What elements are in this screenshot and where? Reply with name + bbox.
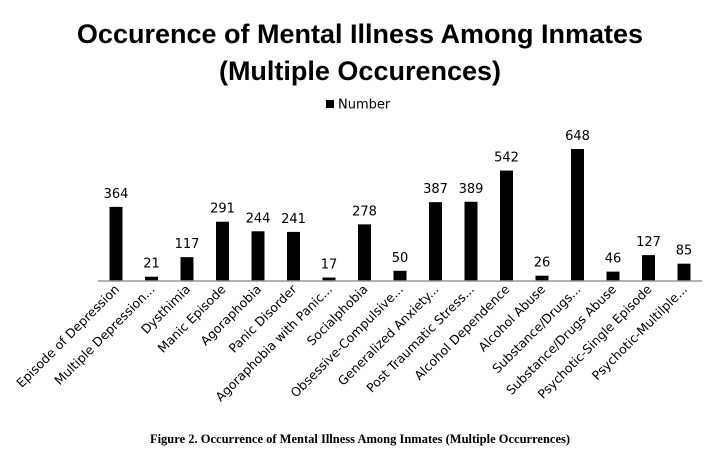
data-label: 387 xyxy=(423,182,448,197)
data-label: 291 xyxy=(210,202,235,217)
bar xyxy=(571,149,584,281)
bar xyxy=(642,255,655,281)
data-label: 241 xyxy=(281,212,306,227)
bar xyxy=(180,257,194,281)
data-label: 85 xyxy=(676,244,693,259)
bar xyxy=(216,221,229,281)
bar xyxy=(606,271,620,281)
data-label: 117 xyxy=(175,237,200,252)
bar xyxy=(145,276,158,281)
chart-title-line-2: (Multiple Occurences) xyxy=(219,56,501,86)
bar xyxy=(500,170,513,281)
bar xyxy=(322,277,336,281)
data-label: 26 xyxy=(534,256,551,271)
bar xyxy=(464,201,478,281)
legend-swatch xyxy=(326,100,334,108)
data-label: 127 xyxy=(636,235,661,250)
bar xyxy=(251,231,265,281)
bar xyxy=(677,263,691,281)
data-label: 244 xyxy=(246,211,271,226)
data-label: 648 xyxy=(565,129,590,144)
bar xyxy=(287,231,300,281)
chart-title-line-1: Occurence of Mental Illness Among Inmate… xyxy=(77,19,643,49)
figure-caption: Figure 2. Occurrence of Mental Illness A… xyxy=(150,432,570,446)
data-label: 278 xyxy=(352,204,377,219)
legend-label: Number xyxy=(338,98,391,113)
bar xyxy=(109,206,123,281)
bar xyxy=(393,270,407,281)
bar xyxy=(429,202,442,281)
data-label: 50 xyxy=(392,251,409,266)
data-label: 389 xyxy=(459,182,484,197)
data-label: 46 xyxy=(605,252,622,267)
data-label: 542 xyxy=(494,151,519,166)
bar xyxy=(358,224,371,281)
data-label: 364 xyxy=(104,187,129,202)
data-label: 21 xyxy=(143,257,160,272)
data-label: 17 xyxy=(321,258,338,273)
bar xyxy=(535,275,549,281)
